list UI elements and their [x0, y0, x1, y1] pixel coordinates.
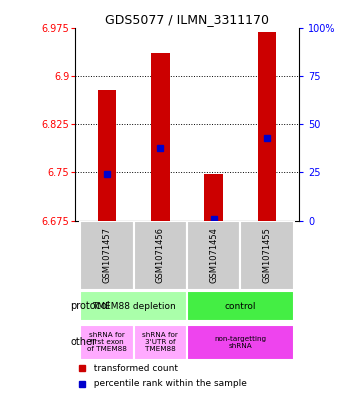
Text: GSM1071456: GSM1071456 [156, 227, 165, 283]
Text: GSM1071455: GSM1071455 [262, 227, 272, 283]
Title: GDS5077 / ILMN_3311170: GDS5077 / ILMN_3311170 [105, 13, 269, 26]
Text: shRNA for
3'UTR of
TMEM88: shRNA for 3'UTR of TMEM88 [142, 332, 178, 352]
Bar [134, 221, 187, 290]
Bar [258, 32, 276, 221]
Text: control: control [225, 302, 256, 311]
Bar [204, 174, 223, 221]
Bar [98, 90, 116, 221]
Text: non-targetting
shRNA: non-targetting shRNA [214, 336, 267, 349]
Bar [240, 221, 294, 290]
Text: transformed count: transformed count [88, 364, 178, 373]
Bar [134, 325, 187, 360]
Text: protocol: protocol [70, 301, 110, 311]
Text: TMEM88 depletion: TMEM88 depletion [92, 302, 175, 311]
Bar [151, 53, 170, 221]
Bar [187, 291, 294, 321]
Text: GSM1071454: GSM1071454 [209, 227, 218, 283]
Bar [80, 221, 134, 290]
Bar [187, 221, 240, 290]
Text: percentile rank within the sample: percentile rank within the sample [88, 379, 247, 388]
Bar [187, 325, 294, 360]
Text: other: other [70, 337, 96, 347]
Text: shRNA for
first exon
of TMEM88: shRNA for first exon of TMEM88 [87, 332, 127, 352]
Bar [80, 291, 187, 321]
Text: GSM1071457: GSM1071457 [102, 227, 112, 283]
Bar [80, 325, 134, 360]
